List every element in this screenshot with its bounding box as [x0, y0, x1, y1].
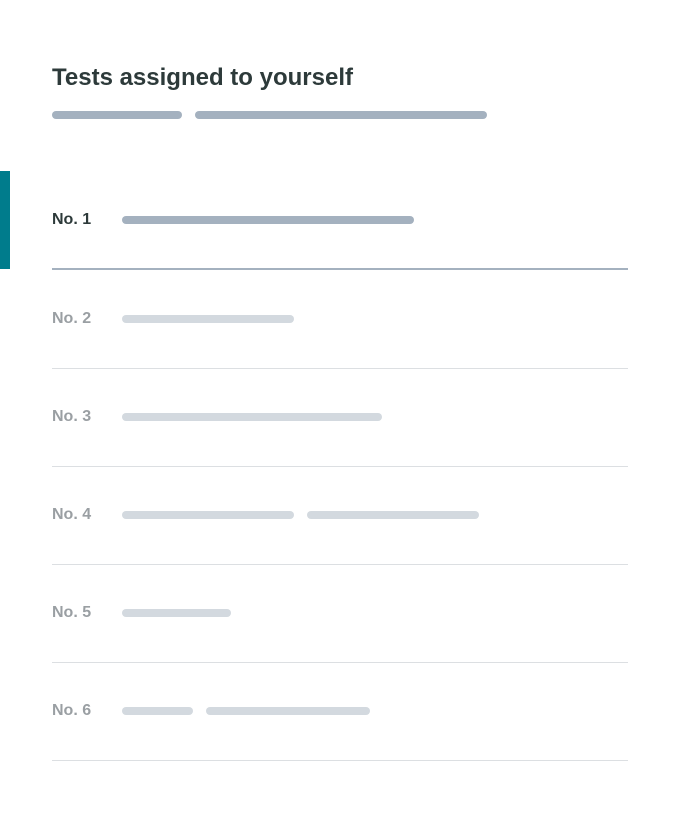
list-item[interactable]: No. 5 [52, 564, 628, 663]
text-placeholder [122, 609, 231, 617]
selected-indicator [0, 171, 10, 269]
list-item[interactable]: No. 4 [52, 466, 628, 565]
list-item[interactable]: No. 3 [52, 368, 628, 467]
list-item-label: No. 5 [52, 604, 92, 621]
list-item[interactable]: No. 1 [52, 171, 628, 270]
list-item[interactable]: No. 2 [52, 270, 628, 369]
text-placeholder [122, 511, 294, 519]
text-placeholder [122, 413, 382, 421]
text-placeholder [122, 216, 414, 224]
list-item-label: No. 2 [52, 310, 92, 327]
page-title: Tests assigned to yourself [52, 64, 353, 91]
text-placeholder [307, 511, 479, 519]
subtitle-placeholder [195, 111, 487, 119]
subtitle-placeholder [52, 111, 182, 119]
list-item-label: No. 4 [52, 506, 92, 523]
list-item-label: No. 6 [52, 702, 92, 719]
text-placeholder [206, 707, 370, 715]
list-item-label: No. 3 [52, 408, 92, 425]
text-placeholder [122, 707, 193, 715]
list-item-label: No. 1 [52, 211, 92, 228]
list-item[interactable]: No. 6 [52, 662, 628, 761]
text-placeholder [122, 315, 294, 323]
